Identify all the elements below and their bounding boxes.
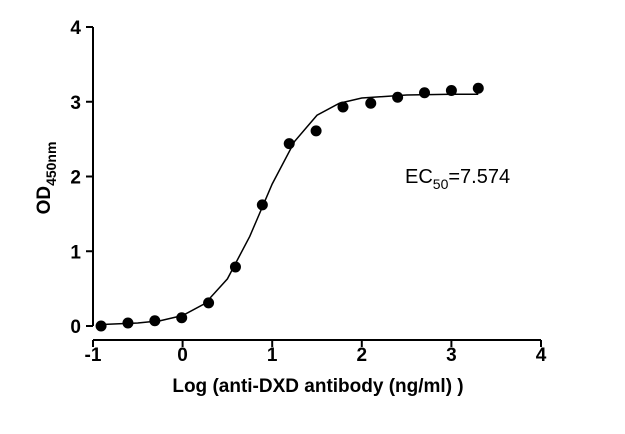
annotation-sub: 50 bbox=[433, 176, 449, 192]
data-point bbox=[203, 297, 215, 309]
y-tick-label: 0 bbox=[70, 317, 81, 338]
x-tick-label: -1 bbox=[85, 345, 102, 366]
x-tick-label: 3 bbox=[446, 345, 457, 366]
data-point bbox=[149, 315, 161, 327]
annotation-text: EC bbox=[405, 166, 433, 188]
y-tick-label: 3 bbox=[70, 93, 81, 114]
data-point bbox=[310, 125, 322, 137]
x-tick-label: 4 bbox=[536, 345, 547, 366]
data-point bbox=[472, 82, 484, 94]
data-point bbox=[176, 312, 188, 324]
y-tick-label: 2 bbox=[70, 168, 81, 189]
annotation: EC50=7.574 bbox=[405, 166, 510, 192]
data-point bbox=[419, 87, 431, 99]
y-axis-title-main: OD bbox=[34, 186, 55, 215]
data-point bbox=[337, 101, 349, 113]
y-tick-label: 1 bbox=[70, 242, 81, 263]
data-point bbox=[95, 320, 107, 332]
data-point bbox=[283, 138, 295, 150]
data-point bbox=[256, 199, 268, 211]
data-point bbox=[229, 261, 241, 273]
x-tick-label: 1 bbox=[267, 345, 278, 366]
y-tick-label: 4 bbox=[70, 18, 81, 39]
x-tick-label: 0 bbox=[177, 345, 188, 366]
annotation-suffix: =7.574 bbox=[448, 166, 510, 188]
data-point bbox=[445, 85, 457, 97]
y-axis-title: OD450nm bbox=[34, 142, 59, 215]
data-point bbox=[365, 97, 377, 109]
x-axis-title: Log (anti-DXD antibody (ng/ml) ) bbox=[172, 376, 463, 397]
data-point bbox=[122, 317, 134, 329]
fit-curve bbox=[101, 93, 479, 326]
x-tick-label: 2 bbox=[357, 345, 368, 366]
y-axis-title-sub: 450nm bbox=[43, 142, 59, 186]
data-point bbox=[392, 91, 404, 103]
